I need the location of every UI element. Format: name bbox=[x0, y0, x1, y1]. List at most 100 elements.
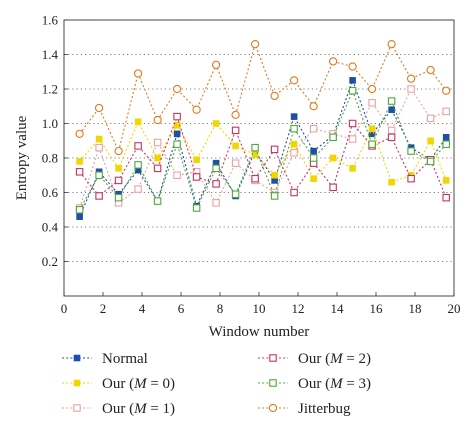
data-point bbox=[427, 137, 434, 145]
data-point bbox=[406, 74, 416, 83]
y-tick-label: 0.8 bbox=[42, 151, 58, 166]
legend-marker bbox=[73, 404, 81, 412]
data-point bbox=[442, 193, 450, 202]
data-point bbox=[231, 190, 240, 198]
data-point bbox=[95, 143, 103, 152]
data-point bbox=[270, 91, 279, 101]
legend-label: Our (M = 3) bbox=[298, 376, 371, 392]
y-tick-label: 1.2 bbox=[42, 82, 58, 97]
data-point bbox=[348, 62, 357, 71]
data-point bbox=[212, 120, 220, 127]
legend-item: Our (M = 1) bbox=[62, 401, 175, 417]
data-point bbox=[154, 154, 161, 162]
series-line bbox=[79, 114, 447, 198]
data-point bbox=[328, 57, 338, 66]
data-point bbox=[368, 125, 376, 132]
data-point bbox=[192, 173, 201, 181]
data-point bbox=[231, 110, 240, 120]
data-point bbox=[133, 69, 143, 78]
data-point bbox=[232, 142, 239, 150]
legend-item: Our (M = 0) bbox=[62, 376, 175, 392]
data-point bbox=[153, 197, 162, 205]
data-point bbox=[115, 165, 122, 172]
data-point bbox=[367, 84, 377, 94]
series bbox=[75, 112, 450, 202]
x-tick-label: 8 bbox=[217, 301, 224, 316]
legend-item: Jitterbug bbox=[258, 401, 351, 417]
legend-label: Our (M = 0) bbox=[102, 376, 175, 392]
data-point bbox=[114, 193, 123, 202]
data-point bbox=[94, 103, 104, 113]
data-point bbox=[172, 84, 182, 94]
data-point bbox=[442, 86, 451, 95]
data-point bbox=[212, 180, 220, 188]
data-point bbox=[114, 146, 123, 156]
series bbox=[75, 86, 450, 214]
data-point bbox=[153, 164, 162, 173]
data-point bbox=[192, 105, 201, 114]
data-point bbox=[388, 178, 395, 186]
data-point bbox=[290, 124, 298, 133]
data-point bbox=[348, 135, 357, 143]
legend: Normal Our (M = 0) Our (M = 1) Our (M = 2) O… bbox=[62, 351, 371, 417]
data-point bbox=[349, 77, 356, 84]
data-point bbox=[387, 40, 396, 49]
data-point bbox=[134, 161, 142, 169]
data-point bbox=[290, 188, 298, 197]
legend-marker bbox=[269, 354, 277, 362]
series-line bbox=[79, 42, 447, 153]
x-tick-label: 16 bbox=[370, 301, 384, 316]
x-tick-label: 20 bbox=[448, 301, 461, 316]
data-point bbox=[349, 165, 356, 172]
data-point bbox=[309, 102, 318, 111]
series-layer bbox=[75, 40, 451, 220]
data-point bbox=[407, 85, 415, 93]
data-point bbox=[442, 107, 450, 116]
data-point bbox=[442, 140, 450, 148]
data-point bbox=[290, 149, 298, 157]
data-point bbox=[95, 171, 103, 180]
x-axis-label: Window number bbox=[209, 324, 310, 340]
data-point bbox=[75, 129, 84, 138]
legend-marker bbox=[268, 403, 278, 413]
data-point bbox=[271, 171, 278, 179]
data-point bbox=[250, 40, 260, 49]
data-point bbox=[153, 138, 162, 147]
y-tick-label: 0.2 bbox=[42, 254, 58, 269]
data-point bbox=[134, 118, 142, 126]
data-point bbox=[426, 65, 435, 75]
data-point bbox=[290, 140, 298, 148]
data-point bbox=[310, 175, 317, 182]
data-point bbox=[407, 174, 415, 183]
x-tick-label: 6 bbox=[178, 301, 185, 316]
data-point bbox=[95, 192, 103, 200]
data-point bbox=[387, 97, 396, 105]
data-point bbox=[310, 147, 317, 155]
data-point bbox=[75, 168, 84, 176]
data-point bbox=[173, 171, 181, 180]
y-tick-label: 1.6 bbox=[42, 13, 59, 28]
x-tick-label: 10 bbox=[253, 301, 266, 316]
legend-item: Our (M = 2) bbox=[258, 351, 371, 367]
data-point bbox=[368, 140, 376, 148]
data-point bbox=[75, 206, 84, 214]
data-point bbox=[348, 119, 357, 128]
data-point bbox=[134, 142, 142, 150]
data-point bbox=[348, 86, 357, 95]
legend-item: Our (M = 3) bbox=[258, 376, 371, 392]
data-point bbox=[290, 113, 298, 120]
data-point bbox=[193, 156, 200, 164]
data-point bbox=[76, 158, 83, 165]
data-point bbox=[212, 164, 220, 173]
legend-label: Jitterbug bbox=[298, 401, 351, 417]
data-point bbox=[426, 157, 435, 166]
data-point bbox=[134, 185, 142, 193]
data-point bbox=[368, 99, 376, 107]
series bbox=[75, 40, 451, 156]
data-point bbox=[442, 177, 450, 184]
y-tick-label: 0.6 bbox=[42, 185, 59, 200]
data-point bbox=[173, 112, 181, 121]
x-tick-label: 4 bbox=[139, 301, 146, 316]
data-point bbox=[329, 154, 337, 162]
data-point bbox=[173, 130, 181, 138]
